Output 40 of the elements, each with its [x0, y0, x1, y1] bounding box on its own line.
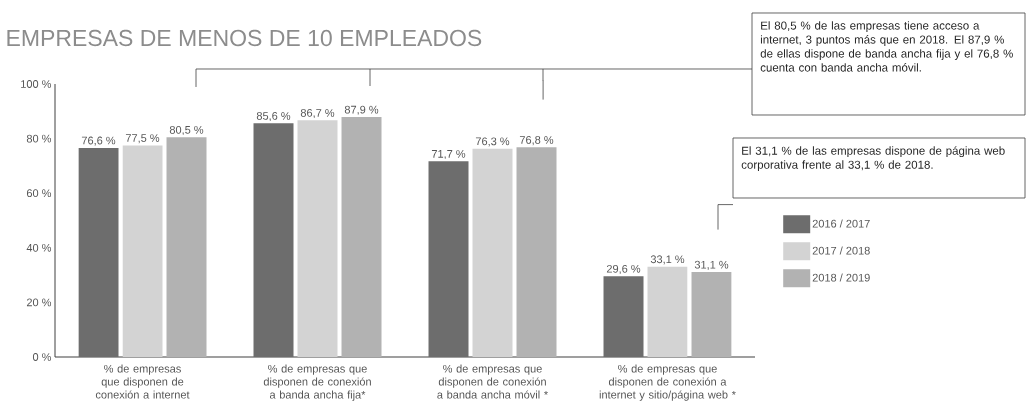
legend-label: 2018 / 2019 — [812, 273, 870, 282]
data-label: 33,1 % — [650, 255, 685, 265]
bar — [603, 276, 644, 357]
data-label: 77,5 % — [125, 134, 160, 144]
legend-label: 2017 / 2018 — [812, 246, 870, 255]
annotation: El 31,1 % de las empresas dispone de página web corporativa frente al 33,1 % de 2018. — [741, 146, 1005, 172]
bar — [122, 145, 163, 357]
data-label: 76,6 % — [81, 136, 116, 146]
x-tick-label: % de empresas que disponen de conexión a banda ancha fija* — [263, 364, 371, 401]
data-label: 85,6 % — [256, 112, 291, 122]
y-tick-label: 60 % — [26, 189, 52, 198]
chart-title: EMPRESAS DE MENOS DE 10 EMPLEADOS — [7, 29, 482, 47]
bar — [691, 272, 732, 357]
bar — [472, 148, 513, 357]
text: El 80,5 % de las empresas tiene acceso a internet, 3 puntos más que en 2018. El 87,9 % de ellas dispone de banda ancha fija y el 76,8 % cuenta con banda ancha móvil. — [760, 21, 1013, 72]
y-tick-label: 20 % — [26, 298, 52, 307]
bar — [166, 137, 207, 357]
data-label: 29,6 % — [606, 264, 641, 274]
data-label: 31,1 % — [694, 260, 729, 270]
data-label: 76,3 % — [475, 137, 510, 147]
bar — [297, 120, 338, 357]
bar — [341, 117, 382, 357]
y-tick-label: 100 % — [21, 80, 52, 88]
x-tick-label: % de empresas que disponen de conexión a banda ancha móvil * — [437, 364, 548, 399]
bar — [516, 147, 557, 357]
data-label: 87,9 % — [344, 105, 379, 115]
data-label: 71,7 % — [431, 150, 466, 160]
bar — [78, 147, 119, 357]
y-tick-label: 0 % — [32, 353, 52, 361]
bar — [253, 123, 294, 357]
y-tick-label: 80 % — [26, 134, 52, 143]
bar — [647, 266, 688, 357]
bar — [428, 161, 469, 357]
data-label: 76,8 % — [519, 136, 554, 146]
x-tick-label: % de empresas que disponen de conexión a internet y sitio/página web * — [599, 364, 736, 401]
legend-label: 2016 / 2017 — [812, 219, 870, 228]
y-tick-label: 40 % — [26, 243, 52, 252]
data-label: 80,5 % — [169, 125, 204, 136]
data-label: 86,7 % — [300, 109, 335, 119]
x-tick-label: % de empresas que disponen de conexión a internet — [95, 364, 190, 399]
